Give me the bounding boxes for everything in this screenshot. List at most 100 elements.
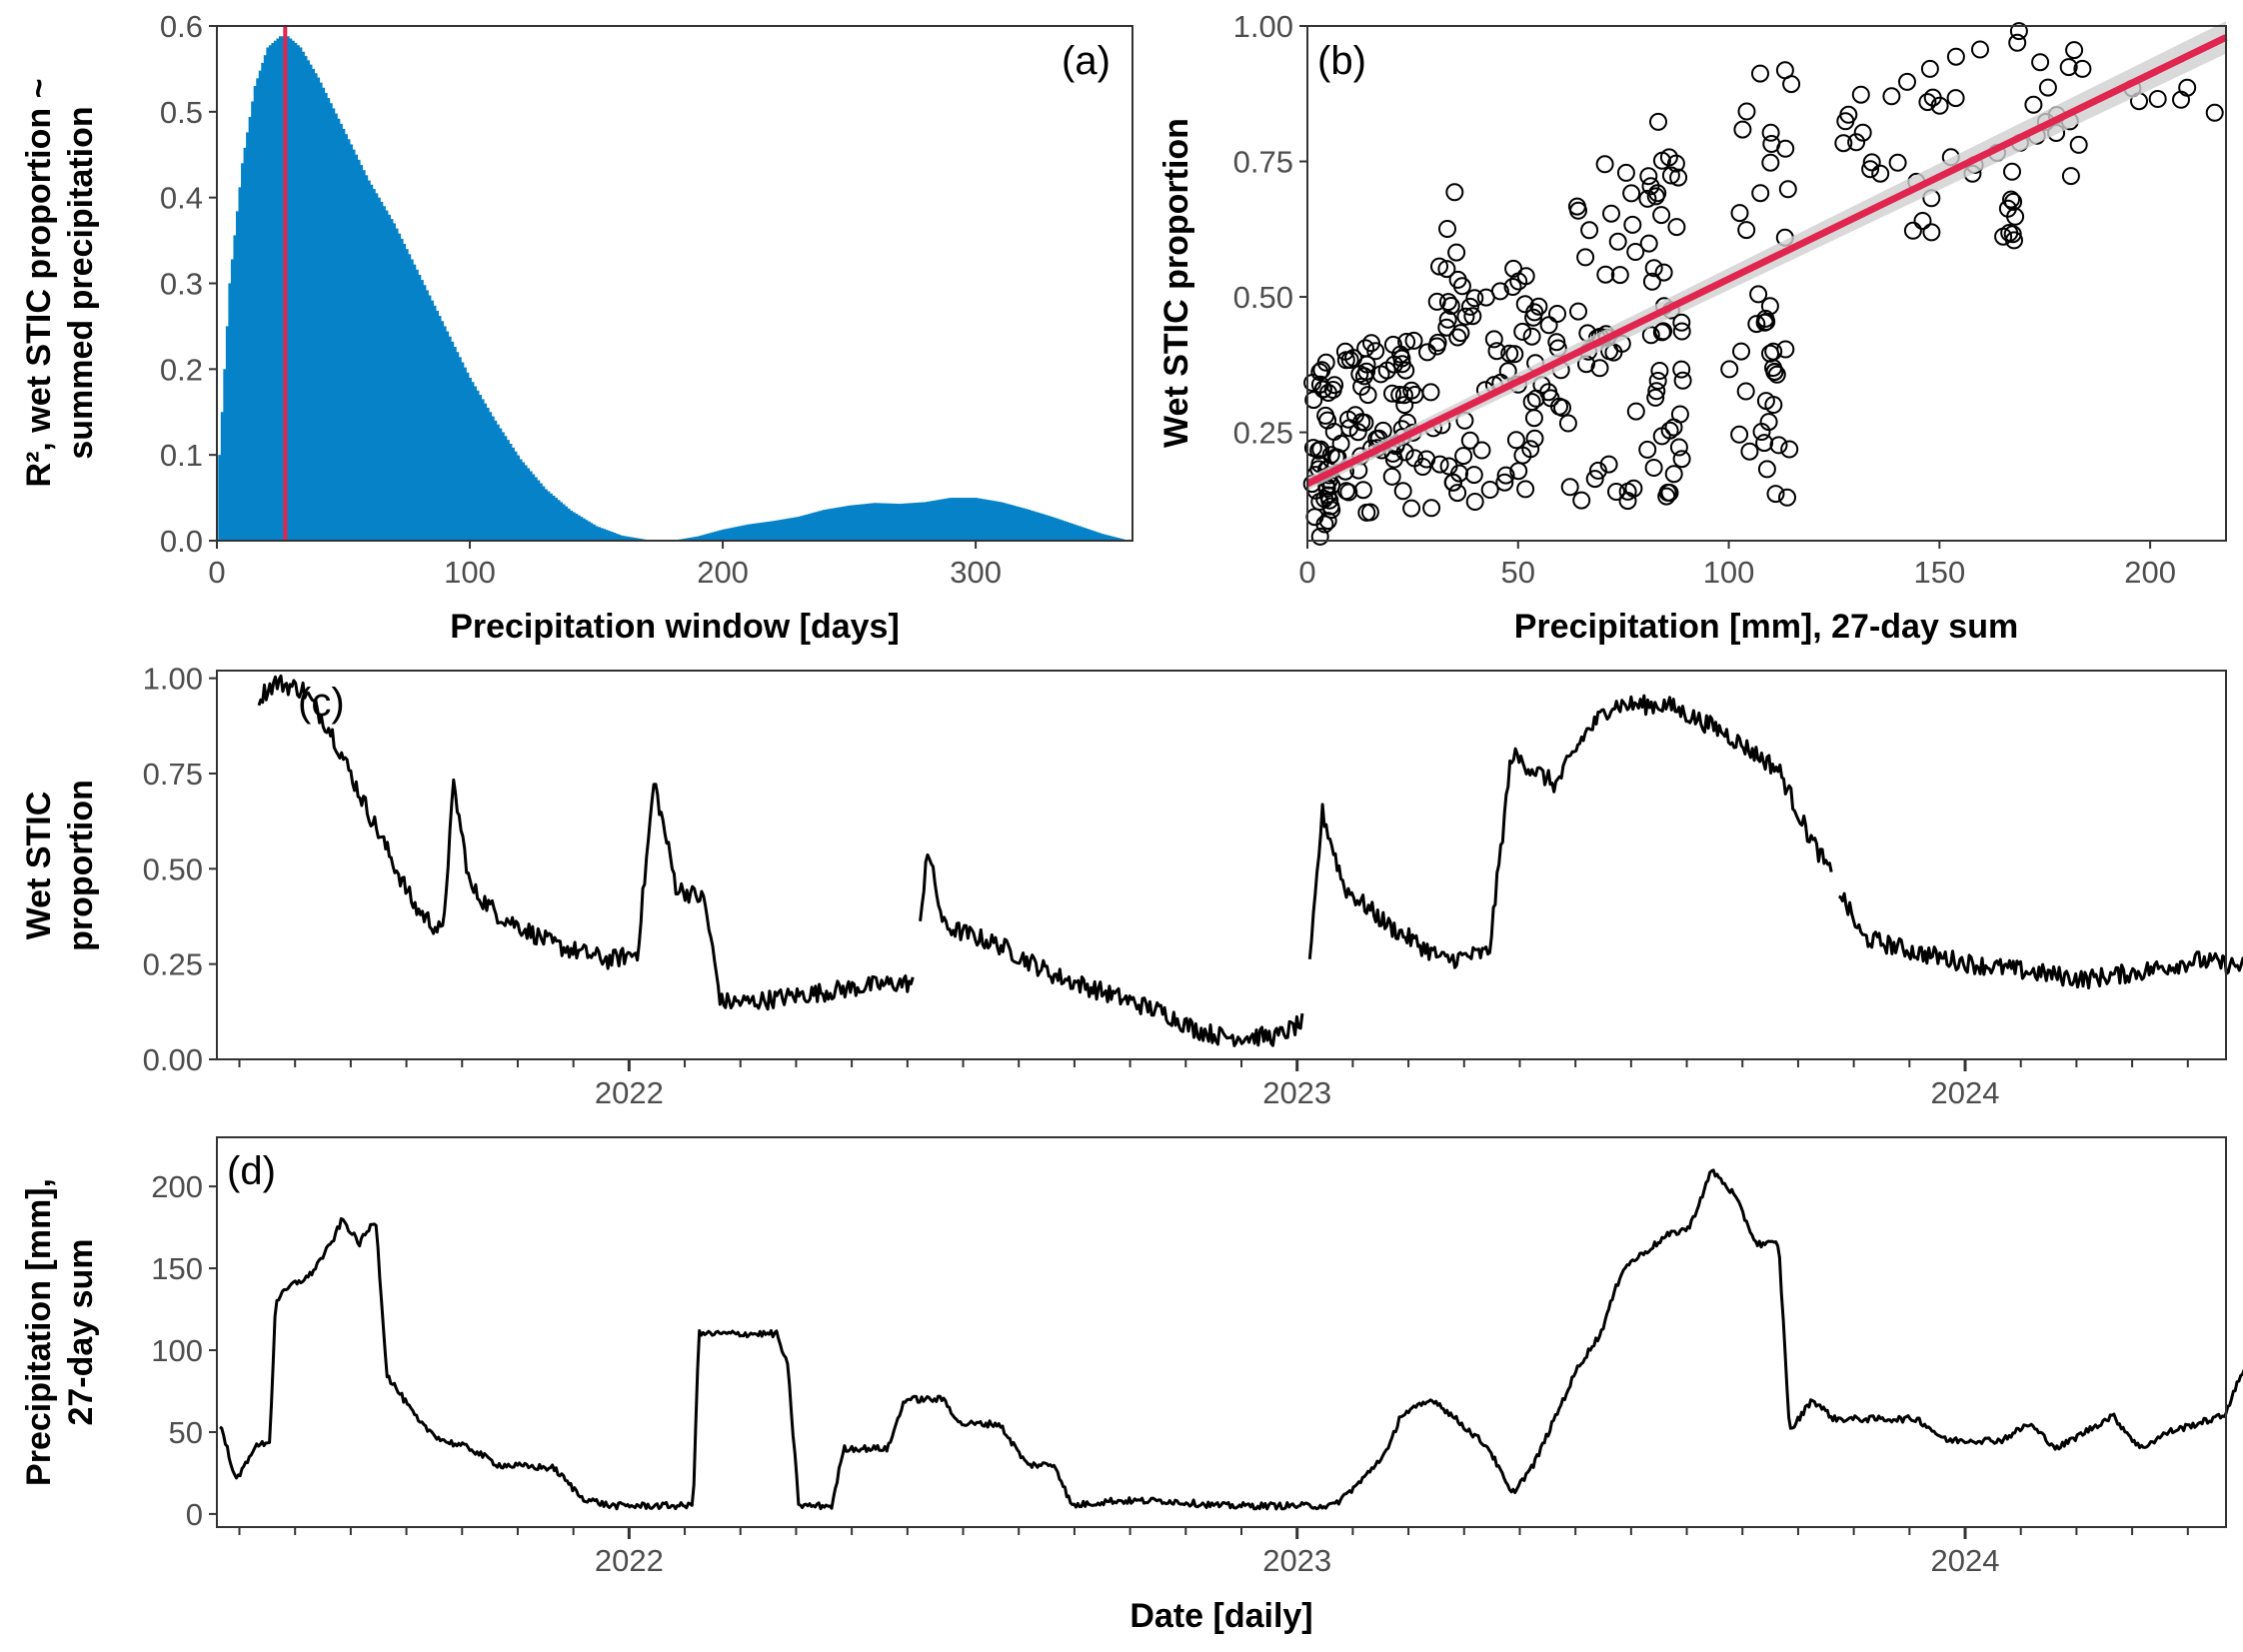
scatter-point xyxy=(1862,153,1881,172)
window-bar xyxy=(496,424,500,541)
window-bar xyxy=(838,507,842,541)
scatter-point xyxy=(1448,484,1467,503)
panel-b-ylabel: Wet STIC proportion xyxy=(1157,118,1195,448)
window-bar xyxy=(562,504,566,541)
window-bar xyxy=(628,537,632,541)
window-bar xyxy=(704,534,708,541)
panel-c-year-label: 2024 xyxy=(1931,1075,2000,1110)
window-bar xyxy=(309,64,313,542)
window-bar xyxy=(706,533,710,541)
window-bar xyxy=(428,295,432,541)
scatter-point xyxy=(1670,405,1689,424)
window-bar xyxy=(316,77,321,541)
panel-c-label: (c) xyxy=(298,681,345,725)
window-bar xyxy=(1045,515,1049,541)
scatter-point xyxy=(1348,423,1367,442)
window-bar xyxy=(954,498,958,541)
window-bar xyxy=(418,274,422,541)
scatter-point xyxy=(1759,413,1778,432)
series-line xyxy=(919,852,1304,1047)
panel-d-ylabel-line2: 27-day sum xyxy=(62,1238,100,1425)
scatter-point xyxy=(1652,206,1671,225)
window-bar xyxy=(483,403,488,541)
window-bar xyxy=(790,518,794,541)
panel-b-xtick-label: 0 xyxy=(1298,555,1315,590)
window-bar xyxy=(516,455,520,541)
scatter-point xyxy=(1610,266,1629,285)
window-bar xyxy=(453,347,457,541)
window-bar xyxy=(747,524,751,541)
window-bar xyxy=(301,51,305,541)
window-bar xyxy=(845,506,849,541)
window-bar xyxy=(438,316,442,541)
scatter-point xyxy=(1418,343,1436,362)
window-bar xyxy=(235,211,240,541)
scatter-point xyxy=(1737,102,1756,121)
scatter-point xyxy=(1447,243,1466,262)
panel-d-year-label: 2023 xyxy=(1262,1543,1331,1578)
panel-a-ytick-label: 0.0 xyxy=(160,524,203,559)
window-bar xyxy=(774,520,779,541)
window-bar xyxy=(1108,536,1113,541)
scatter-point xyxy=(1383,384,1401,403)
scatter-point xyxy=(1404,331,1423,350)
panel-d-year-label: 2022 xyxy=(595,1543,664,1578)
scatter-point xyxy=(1669,438,1688,457)
window-bar xyxy=(802,515,806,541)
window-bar xyxy=(314,73,318,542)
window-bar xyxy=(263,55,267,542)
scatter-point xyxy=(1311,440,1330,459)
scatter-point xyxy=(1393,482,1412,501)
panel-d-ytick-label: 200 xyxy=(151,1169,203,1204)
window-bar xyxy=(324,92,328,541)
window-bar xyxy=(688,538,693,541)
scatter-point xyxy=(1623,215,1642,234)
panel-d-frame xyxy=(216,1136,2227,1528)
scatter-point xyxy=(1524,308,1543,327)
window-bar xyxy=(413,264,417,541)
scatter-point xyxy=(1585,470,1604,489)
scatter-point xyxy=(1476,288,1495,307)
window-bar xyxy=(564,506,569,541)
window-bar xyxy=(997,501,1001,541)
window-bar xyxy=(1096,532,1100,541)
window-bar xyxy=(365,175,369,541)
window-bar xyxy=(478,395,483,541)
window-bar xyxy=(504,436,508,541)
window-bar xyxy=(468,377,472,541)
window-bar xyxy=(357,159,361,541)
scatter-point xyxy=(1397,333,1416,351)
window-bar xyxy=(289,38,293,541)
scatter-point xyxy=(1553,399,1571,417)
scatter-point xyxy=(1756,309,1775,328)
window-bar xyxy=(833,508,837,541)
window-bar xyxy=(329,103,333,541)
scatter-point xyxy=(1644,459,1663,477)
scatter-point xyxy=(1672,360,1691,379)
window-bar xyxy=(696,536,700,541)
window-bar xyxy=(402,244,407,541)
window-bar xyxy=(972,498,976,541)
window-bar xyxy=(693,537,698,541)
window-bar xyxy=(572,512,576,541)
window-bar xyxy=(415,269,419,541)
scatter-point xyxy=(1504,259,1523,278)
window-bar xyxy=(1030,510,1034,541)
window-bar xyxy=(1063,521,1067,541)
scatter-point xyxy=(2038,78,2057,97)
window-bar xyxy=(286,36,290,542)
window-bar xyxy=(911,503,915,541)
window-bar xyxy=(1119,538,1122,541)
scatter-point xyxy=(1638,440,1657,459)
window-bar xyxy=(1114,537,1118,541)
panel-c-ytick-label: 0.50 xyxy=(143,851,203,886)
window-bar xyxy=(855,505,860,541)
window-bar xyxy=(463,367,467,541)
panel-b-ytick-label: 1.00 xyxy=(1233,9,1293,44)
window-bar xyxy=(489,412,493,541)
window-bar xyxy=(1033,511,1037,541)
window-bar xyxy=(969,498,973,541)
window-bar xyxy=(258,70,262,541)
scatter-point xyxy=(1524,409,1543,428)
